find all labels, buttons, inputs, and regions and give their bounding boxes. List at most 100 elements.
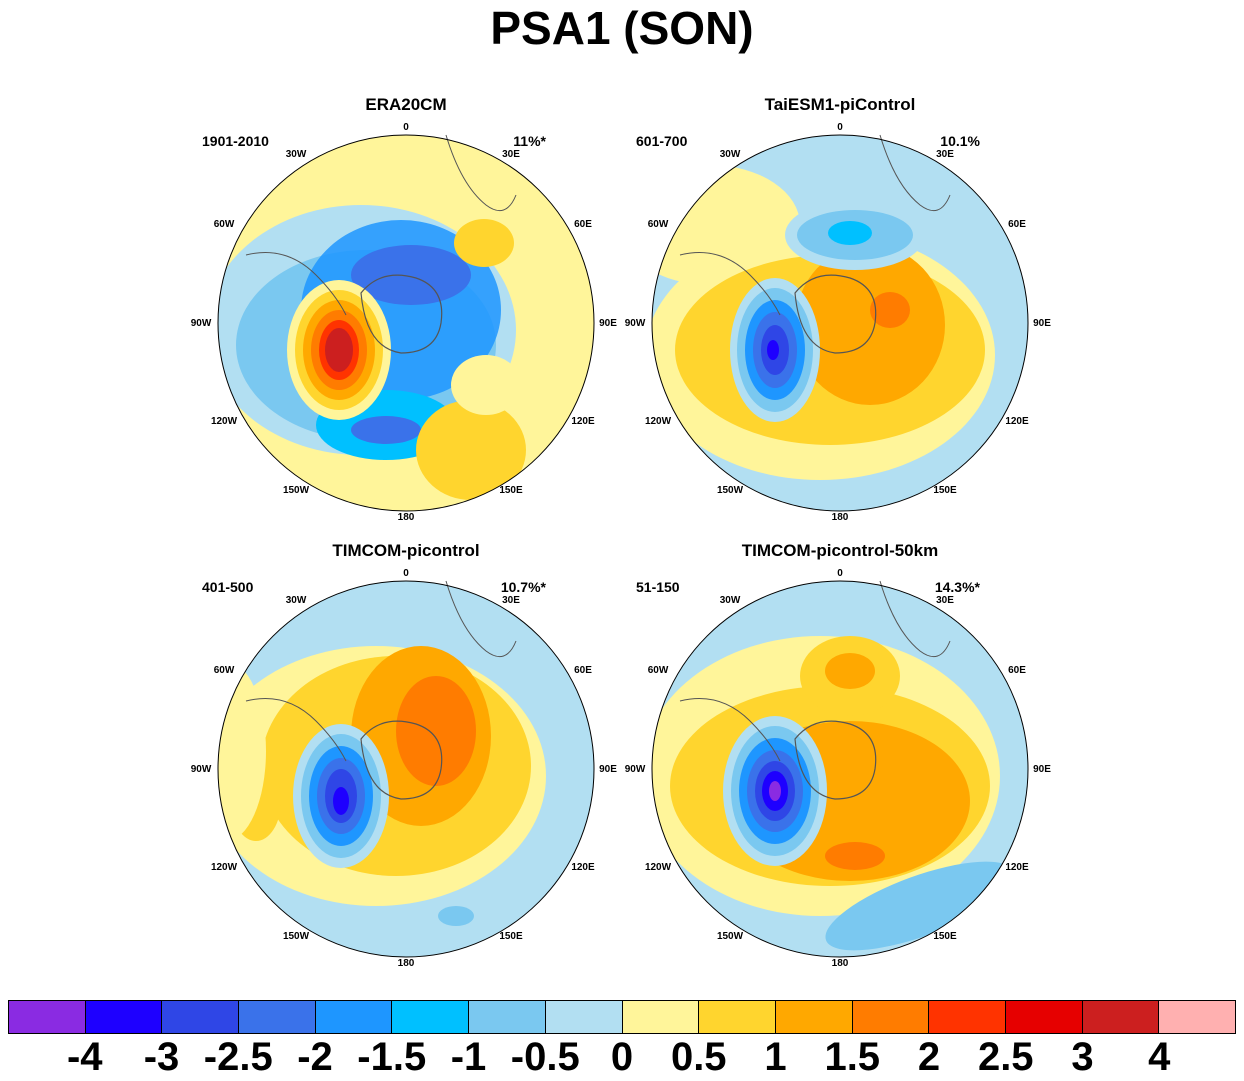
colorbar-tick-label: -2.5 <box>203 1035 273 1079</box>
contour-field <box>218 581 594 957</box>
lon-label-120e: 120E <box>571 862 595 873</box>
lon-label-0: 0 <box>837 568 843 579</box>
lon-label-150w: 150W <box>717 931 744 942</box>
lon-label-0: 0 <box>837 122 843 133</box>
lon-label-90e: 90E <box>1033 318 1051 329</box>
map-panel-timcom: TIMCOM-picontrol 401-500 10.7%* 0 30E <box>186 541 626 971</box>
colorbar-tick-label: -3 <box>143 1035 180 1079</box>
panel-title: TaiESM1-piControl <box>764 95 916 114</box>
period-label: 601-700 <box>636 133 688 149</box>
polar-map: 0 30E 60E 90E 120E 150E 180 150W 120W 90… <box>191 568 618 969</box>
colorbar-swatch <box>392 1001 470 1033</box>
polar-map: 0 30E 60E 90E 120E 150E 180 150W 120W 90… <box>625 568 1052 969</box>
lon-label-90e: 90E <box>1033 764 1051 775</box>
map-panel-taiesm1: TaiESM1-piControl 601-700 10.1% 0 30 <box>620 95 1060 525</box>
colorbar-swatch <box>545 1001 623 1033</box>
colorbar-tick-label: 0 <box>610 1035 634 1079</box>
period-label: 1901-2010 <box>202 133 269 149</box>
lon-label-90e: 90E <box>599 764 617 775</box>
colorbar-swatch <box>622 1001 700 1033</box>
lon-label-150e: 150E <box>933 485 957 496</box>
lon-label-30w: 30W <box>286 149 307 160</box>
colorbar-tick-label: -0.5 <box>510 1035 580 1079</box>
colorbar-tick-label: -4 <box>66 1035 103 1079</box>
colorbar-tick-label: 1 <box>764 1035 787 1079</box>
lon-label-150w: 150W <box>283 485 310 496</box>
lon-label-120e: 120E <box>1005 862 1029 873</box>
lon-label-120e: 120E <box>571 416 595 427</box>
colorbar-swatch <box>775 1001 853 1033</box>
lon-label-120e: 120E <box>1005 416 1029 427</box>
lon-label-60e: 60E <box>574 219 592 230</box>
lon-label-150w: 150W <box>283 931 310 942</box>
lon-label-30w: 30W <box>720 149 741 160</box>
lon-label-0: 0 <box>403 568 409 579</box>
colorbar-swatch <box>85 1001 163 1033</box>
lon-label-60e: 60E <box>1008 665 1026 676</box>
variance-label: 11%* <box>513 133 546 149</box>
colorbar-swatch <box>239 1001 316 1033</box>
lon-label-120w: 120W <box>645 862 672 873</box>
lon-label-90w: 90W <box>191 318 212 329</box>
panel-title: ERA20CM <box>365 95 447 114</box>
variance-label: 14.3%* <box>934 579 980 595</box>
lon-label-90w: 90W <box>191 764 212 775</box>
colorbar-swatch <box>1005 1001 1083 1033</box>
lon-label-30e: 30E <box>936 149 954 160</box>
colorbar-swatch <box>162 1001 240 1033</box>
lon-label-90w: 90W <box>625 764 646 775</box>
lon-label-180: 180 <box>832 958 849 969</box>
colorbar-swatch <box>1159 1001 1235 1033</box>
colorbar-swatch <box>315 1001 393 1033</box>
lon-label-60w: 60W <box>648 219 669 230</box>
colorbar-tick-label: 3 <box>1071 1035 1094 1079</box>
colorbar-swatch <box>929 1001 1006 1033</box>
lon-label-30w: 30W <box>720 595 741 606</box>
variance-label: 10.7%* <box>500 579 546 595</box>
contour-field <box>218 135 594 511</box>
colorbar-swatch <box>852 1001 930 1033</box>
colorbar-tick-label: 2.5 <box>977 1035 1034 1079</box>
panel-title: TIMCOM-picontrol-50km <box>741 541 939 560</box>
lon-label-60w: 60W <box>648 665 669 676</box>
colorbar-tick-label: 1.5 <box>824 1035 881 1079</box>
colorbar-tick-label: -2 <box>297 1035 333 1079</box>
lon-label-120w: 120W <box>645 416 672 427</box>
lon-label-120w: 120W <box>211 862 238 873</box>
lon-label-90w: 90W <box>625 318 646 329</box>
colorbar-tick-label: 0.5 <box>670 1035 727 1079</box>
map-panel-era20cm: ERA20CM 1901-2010 11%* 0 30E <box>186 95 626 525</box>
variance-label: 10.1% <box>940 133 980 149</box>
polar-map: 0 30E 60E 90E 120E 150E 180 150W 120W 90… <box>191 122 618 523</box>
lon-label-0: 0 <box>403 122 409 133</box>
lon-label-60w: 60W <box>214 219 235 230</box>
colorbar-tick-label: -1 <box>450 1035 487 1079</box>
colorbar <box>8 1000 1236 1034</box>
lon-label-60e: 60E <box>1008 219 1026 230</box>
colorbar-tick-label: 4 <box>1148 1035 1171 1079</box>
period-label: 401-500 <box>202 579 254 595</box>
lon-label-120w: 120W <box>211 416 238 427</box>
colorbar-swatch <box>699 1001 776 1033</box>
lon-label-30e: 30E <box>936 595 954 606</box>
colorbar-swatch <box>9 1001 86 1033</box>
lon-label-30e: 30E <box>502 595 520 606</box>
lon-label-150e: 150E <box>499 931 523 942</box>
contour-field <box>652 581 1028 957</box>
lon-label-180: 180 <box>398 958 415 969</box>
colorbar-swatch <box>469 1001 546 1033</box>
polar-map: 0 30E 60E 90E 120E 150E 180 150W 120W 90… <box>625 122 1052 523</box>
lon-label-90e: 90E <box>599 318 617 329</box>
figure-title: PSA1 (SON) <box>490 2 754 54</box>
lon-label-180: 180 <box>398 512 415 523</box>
lon-label-30e: 30E <box>502 149 520 160</box>
lon-label-180: 180 <box>832 512 849 523</box>
colorbar-tick-label: 2 <box>917 1035 941 1079</box>
map-panel-timcom-50km: TIMCOM-picontrol-50km 51-150 14.3%* 0 <box>620 541 1060 971</box>
contour-field <box>652 135 1028 511</box>
period-label: 51-150 <box>636 579 680 595</box>
lon-label-150e: 150E <box>933 931 957 942</box>
lon-label-150e: 150E <box>499 485 523 496</box>
lon-label-150w: 150W <box>717 485 744 496</box>
lon-label-30w: 30W <box>286 595 307 606</box>
